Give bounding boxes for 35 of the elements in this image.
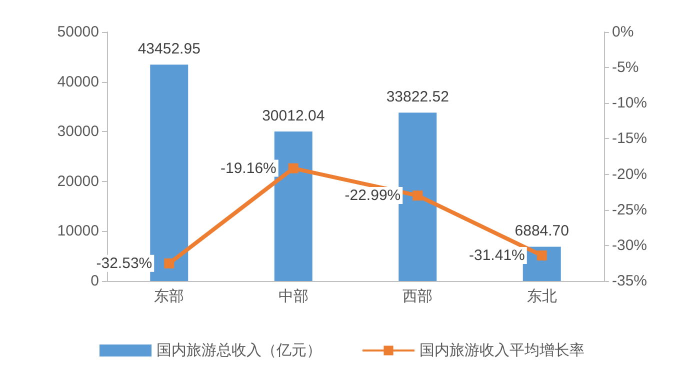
point bbox=[288, 163, 298, 174]
y2-tick-label: -35% bbox=[612, 272, 648, 290]
legend-label: 国内旅游总收入（亿元） bbox=[156, 342, 322, 359]
y2-tick-label: -20% bbox=[612, 166, 648, 183]
y-tick-label: 20000 bbox=[57, 172, 99, 190]
data-label: 33822.52 bbox=[386, 88, 449, 106]
bar bbox=[398, 112, 437, 281]
bar bbox=[274, 132, 312, 281]
y-tick-label: 0 bbox=[90, 272, 99, 290]
y2-tick-label: -10% bbox=[612, 94, 648, 112]
y-tick-label: 10000 bbox=[57, 222, 99, 240]
y-tick-label: 30000 bbox=[57, 123, 99, 140]
y2-tick-label: -5% bbox=[612, 59, 639, 76]
data-label: 6884.70 bbox=[514, 222, 569, 240]
data-label: -22.99% bbox=[344, 187, 401, 204]
y2-tick-label: -15% bbox=[612, 130, 648, 148]
x-tick-label: 西部 bbox=[402, 288, 433, 305]
x-tick-label: 东部 bbox=[154, 288, 184, 305]
point bbox=[412, 190, 423, 201]
point bbox=[536, 250, 547, 260]
y2-tick-label: 0% bbox=[612, 24, 634, 40]
data-label: 30012.04 bbox=[262, 108, 325, 125]
x-tick-label: 中部 bbox=[278, 288, 308, 305]
legend-label: 国内旅游收入平均增长率 bbox=[420, 342, 584, 359]
y2-tick-label: -30% bbox=[612, 236, 648, 254]
point bbox=[164, 258, 174, 268]
bar bbox=[150, 64, 188, 281]
data-label: -31.41% bbox=[469, 246, 525, 264]
data-label: -19.16% bbox=[220, 160, 276, 177]
y-tick-label: 50000 bbox=[57, 24, 99, 40]
x-tick-label: 东北 bbox=[526, 288, 557, 305]
data-label: -32.53% bbox=[96, 254, 152, 272]
data-label: 43452.95 bbox=[138, 40, 200, 58]
y2-tick-label: -25% bbox=[612, 201, 648, 218]
y-tick-label: 40000 bbox=[57, 73, 99, 90]
